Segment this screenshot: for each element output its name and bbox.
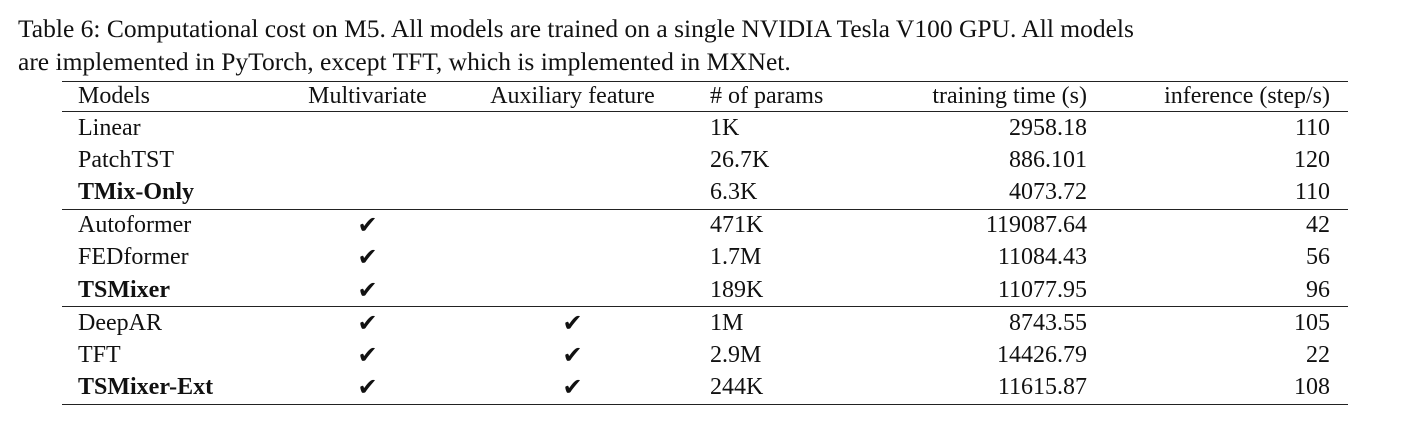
table-cell: 14426.79 <box>997 341 1087 368</box>
table-cell: ✔ <box>357 310 378 337</box>
column-header: Auxiliary feature <box>490 83 655 109</box>
table-cell: 2.9M <box>710 341 762 368</box>
table-cell: 189K <box>710 276 764 303</box>
table-cell: 6.3K <box>710 179 758 205</box>
table-cell: 8743.55 <box>1009 309 1087 336</box>
table-cell <box>455 112 690 145</box>
table: Models Multivariate Auxiliary feature # of … <box>62 81 1348 405</box>
row-group: Autoformer ✔ 471K 119087.64 42 FEDformer ✔ 1.7M… <box>62 209 1348 307</box>
table-row: TMix-Only 6.3K 4073.72 110 <box>62 177 1348 210</box>
table-cell: 2958.18 <box>1009 114 1087 141</box>
table-cell: 11615.87 <box>997 374 1087 400</box>
table-row: DeepAR ✔ ✔ 1M 8743.55 105 <box>62 307 1348 340</box>
table-cell: TFT <box>78 341 121 368</box>
table-cell: 108 <box>1294 374 1330 400</box>
header-row: Models Multivariate Auxiliary feature # of … <box>62 82 1348 112</box>
table-cell: 42 <box>1306 212 1330 238</box>
table-cell: ✔ <box>562 310 583 337</box>
table-row: TSMixer ✔ 189K 11077.95 96 <box>62 274 1348 307</box>
table-cell: 1M <box>710 309 744 336</box>
table-cell: 22 <box>1306 341 1330 368</box>
table-cell: ✔ <box>562 342 583 369</box>
table-row: TSMixer-Ext ✔ ✔ 244K 11615.87 108 <box>62 372 1348 405</box>
table-cell <box>280 177 455 210</box>
table-cell: 26.7K <box>710 146 770 173</box>
table-cell <box>280 112 455 145</box>
column-header: training time (s) <box>932 83 1087 109</box>
table-cell: 471K <box>710 212 764 238</box>
table-cell: DeepAR <box>78 309 162 336</box>
column-header: Models <box>78 83 150 109</box>
table-cell: ✔ <box>357 277 378 304</box>
table-cell: 886.101 <box>1009 146 1087 173</box>
table-cell <box>455 274 690 307</box>
table-cell: 56 <box>1306 244 1330 271</box>
table-cell: 120 <box>1294 146 1330 173</box>
table-cell: 11084.43 <box>997 244 1087 271</box>
table-cell: FEDformer <box>78 244 189 271</box>
table-row: PatchTST 26.7K 886.101 120 <box>62 144 1348 177</box>
caption-line: are implemented in PyTorch, except TFT, … <box>18 47 791 76</box>
table-cell <box>280 144 455 177</box>
table-cell: ✔ <box>357 342 378 369</box>
table-cell: Autoformer <box>78 212 192 238</box>
table-cell: 110 <box>1294 114 1330 141</box>
table-cell: ✔ <box>357 375 378 401</box>
table-cell: 11077.95 <box>997 276 1087 303</box>
table-cell: TSMixer <box>78 276 170 303</box>
table-cell <box>455 177 690 210</box>
table-header: Models Multivariate Auxiliary feature # of … <box>62 81 1348 112</box>
table-cell: 110 <box>1294 179 1330 205</box>
table-cell: 1K <box>710 114 740 141</box>
table-cell: 96 <box>1306 276 1330 303</box>
column-header: # of params <box>710 83 824 109</box>
table-cell <box>455 242 690 275</box>
table-cell: 4073.72 <box>1009 179 1087 205</box>
table-cell <box>455 144 690 177</box>
table-cell: PatchTST <box>78 146 174 173</box>
table-cell: ✔ <box>357 245 378 272</box>
table-cell: 119087.64 <box>985 212 1087 238</box>
table-row: FEDformer ✔ 1.7M 11084.43 56 <box>62 242 1348 275</box>
column-header: Multivariate <box>308 83 427 109</box>
table-cell: TSMixer-Ext <box>78 374 214 400</box>
caption-line: Table 6: Computational cost on M5. All m… <box>18 14 1134 43</box>
table-cell: TMix-Only <box>78 179 195 205</box>
table-row: TFT ✔ ✔ 2.9M 14426.79 22 <box>62 339 1348 372</box>
table-row: Linear 1K 2958.18 110 <box>62 112 1348 145</box>
table-cell: ✔ <box>357 213 378 239</box>
table-cell: 244K <box>710 374 764 400</box>
row-group: DeepAR ✔ ✔ 1M 8743.55 105 TFT ✔ ✔ 2.9M 14426.79 22 T… <box>62 307 1348 405</box>
table-cell: 105 <box>1294 309 1330 336</box>
row-group: Linear 1K 2958.18 110 PatchTST 26.7K 886.101 12… <box>62 112 1348 210</box>
table-cell: ✔ <box>562 375 583 401</box>
caption: Table 6: Computational cost on M5. All m… <box>18 12 1134 78</box>
column-header: inference (step/s) <box>1164 83 1330 109</box>
table-cell: 1.7M <box>710 244 762 271</box>
table-row: Autoformer ✔ 471K 119087.64 42 <box>62 209 1348 242</box>
table-cell: Linear <box>78 114 141 141</box>
table-cell <box>455 209 690 242</box>
